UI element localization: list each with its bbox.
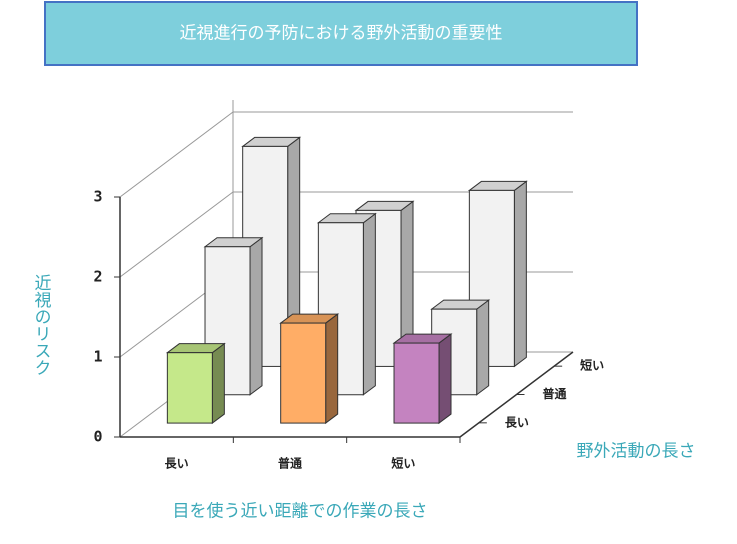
bar-side xyxy=(438,333,452,425)
x-tick-label: 長い xyxy=(165,456,189,471)
bar xyxy=(166,352,213,424)
bar-side xyxy=(325,313,339,425)
legend-label: 長い xyxy=(505,414,529,429)
bar xyxy=(468,189,515,367)
bar-side xyxy=(362,212,376,396)
bar-side xyxy=(249,236,263,396)
y-tick-label: 2 xyxy=(93,268,102,286)
y-tick-label: 0 xyxy=(93,428,102,446)
legend-label: 短い xyxy=(580,358,604,373)
bar xyxy=(280,322,327,424)
legend-label: 普通 xyxy=(543,386,567,401)
depth-axis-label: 野外活動の長さ xyxy=(577,442,696,462)
chart-title: 近視進行の予防における野外活動の重要性 xyxy=(180,24,503,44)
y-tick-label: 3 xyxy=(93,188,102,206)
y-axis-label: 近視のリスク xyxy=(31,274,52,376)
x-tick-label: 普通 xyxy=(278,456,302,471)
x-axis-label: 目を使う近い距離での作業の長さ xyxy=(173,501,428,522)
bar xyxy=(393,342,440,424)
title-box xyxy=(44,1,638,66)
x-tick-label: 短い xyxy=(391,456,415,471)
bar-side xyxy=(211,342,225,425)
y-tick-label: 1 xyxy=(93,348,102,366)
bar-side xyxy=(513,180,527,368)
bar-side xyxy=(476,299,490,396)
